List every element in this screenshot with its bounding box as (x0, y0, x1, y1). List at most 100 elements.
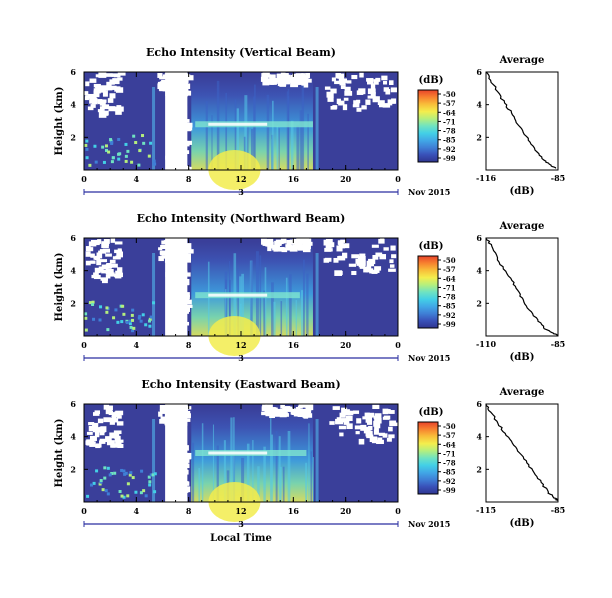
no-data-cell (295, 79, 304, 85)
echo-streak (223, 440, 226, 502)
no-data-cell (355, 259, 364, 264)
echo-cell (118, 152, 122, 156)
no-data-cell (115, 438, 121, 444)
x-axis-label: Local Time (210, 533, 272, 544)
no-data-cell (109, 93, 116, 99)
colorbar-unit: (dB) (419, 407, 444, 418)
colorbar-tick-label: -99 (443, 320, 456, 329)
colorbar-tick-label: -50 (443, 256, 456, 265)
colorbar-tick-label: -85 (443, 136, 456, 145)
echo-streak (241, 273, 244, 336)
no-data-cell (265, 411, 272, 417)
profile-x-tick-label: -115 (476, 505, 496, 515)
echo-streak (287, 430, 291, 502)
echo-cell (99, 479, 103, 483)
no-data-cell (340, 418, 349, 423)
profile-panel: Average 6 4 2 -110 -85 (dB) (476, 221, 565, 363)
echo-streak (271, 282, 274, 336)
no-data-cell (291, 78, 297, 82)
no-data-cell (115, 87, 124, 93)
echo-cell (101, 488, 105, 492)
no-data-cell (98, 266, 104, 272)
no-data-cell (355, 431, 360, 435)
no-data-cell (108, 106, 116, 112)
no-data-cell (184, 413, 191, 419)
no-data-cell (116, 421, 124, 426)
echo-cell (107, 150, 111, 154)
echo-streak (305, 462, 308, 502)
no-data-cell (87, 247, 94, 252)
no-data-cell (370, 83, 376, 89)
x-tick-label: 0 (395, 506, 401, 516)
no-data-cell (93, 275, 101, 280)
no-data-cell (274, 240, 282, 246)
no-data-cell (115, 255, 121, 260)
no-data-cell (290, 411, 296, 415)
no-data-cell (290, 239, 296, 245)
echo-streak (236, 108, 239, 170)
no-data-cell (370, 91, 376, 98)
profile-frame (485, 71, 559, 171)
echo-cell (149, 315, 153, 319)
no-data-cell (277, 247, 285, 252)
echo-streak (285, 277, 288, 336)
no-data-cell (366, 78, 374, 82)
colorbar (417, 421, 439, 495)
echo-cell (121, 304, 125, 308)
no-data-cell (297, 413, 306, 417)
date-label: Nov 2015 (408, 187, 450, 197)
no-data-cell (108, 410, 114, 416)
no-data-cell (89, 435, 97, 441)
no-data-cell (277, 80, 282, 87)
no-data-cell (303, 413, 309, 419)
echo-cell (141, 313, 145, 317)
no-data-cell (301, 73, 306, 77)
echo-cell (90, 483, 94, 487)
colorbar-tick-label: -85 (443, 468, 456, 477)
echo-cell (102, 160, 106, 164)
echo-cell (91, 303, 95, 307)
profile-y-tick-label: 6 (476, 233, 482, 243)
colorbar-tick-label: -64 (443, 108, 456, 117)
date-label: Nov 2015 (408, 519, 450, 529)
echo-cell (88, 301, 92, 305)
echo-cell (152, 162, 156, 166)
echo-cell (85, 139, 89, 143)
no-data-cell (99, 249, 106, 253)
no-data-cell (157, 73, 163, 78)
colorbar-tick-label: -71 (443, 117, 456, 126)
no-data-cell (384, 409, 391, 414)
no-data-cell (389, 80, 394, 86)
y-axis-label: Height (km) (54, 253, 65, 322)
no-data-cell (160, 244, 166, 250)
no-data-cell (375, 252, 383, 257)
echo-cell (134, 490, 138, 494)
echo-streak (302, 259, 305, 336)
colorbar-unit: (dB) (419, 75, 444, 86)
no-data-cell (343, 420, 350, 425)
no-data-cell (115, 270, 122, 276)
no-data-cell (107, 87, 113, 91)
echo-streak (290, 120, 294, 170)
echo-streak (205, 101, 208, 170)
no-data-cell (269, 413, 275, 419)
profile-frame (485, 403, 559, 503)
no-data-cell (110, 85, 117, 90)
no-data-cell (389, 259, 394, 264)
x-tick-label: 0 (81, 340, 87, 350)
no-data-cell (359, 72, 364, 78)
no-data-cell (306, 241, 313, 246)
profile-y-tick-label: 6 (476, 399, 482, 409)
echo-cell (132, 326, 136, 330)
x-tick-label: 0 (81, 506, 87, 516)
echo-streak (276, 126, 279, 170)
no-data-cell (85, 95, 94, 99)
colorbar-tick-label: -78 (443, 127, 456, 136)
profile-x-tick-label: -85 (551, 505, 565, 515)
echo-streak (233, 417, 235, 502)
no-data-cell (279, 409, 286, 414)
echo-cell (129, 325, 133, 329)
echo-cell (120, 494, 124, 498)
profile-panel: Average 6 4 2 -116 -85 (dB) (476, 55, 565, 197)
